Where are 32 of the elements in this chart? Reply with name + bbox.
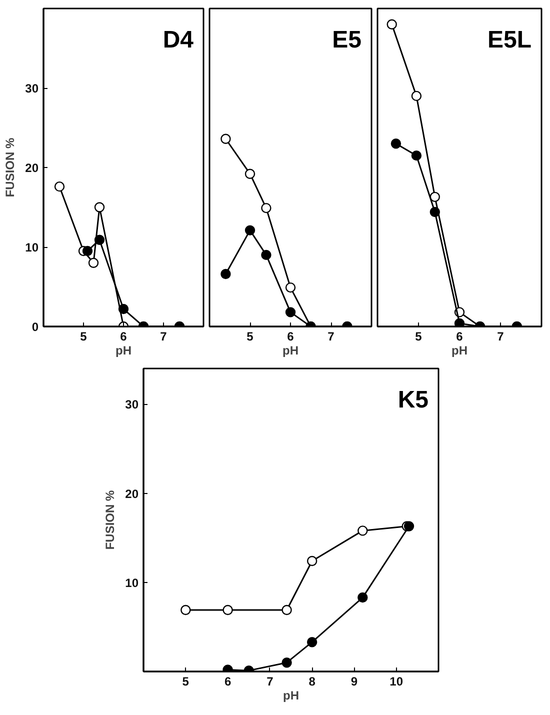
y-axis-title: FUSION % — [3, 138, 18, 198]
x-axis-title: pH — [116, 344, 132, 358]
x-tick-label: 10 — [390, 674, 404, 688]
text: E5 — [332, 26, 362, 54]
x-tick-label: 5 — [246, 330, 254, 344]
x-tick-label: 5 — [182, 674, 190, 688]
x-axis-title: pH — [282, 344, 298, 358]
x-tick-label: 6 — [287, 330, 294, 344]
y-tick-label: 20 — [25, 161, 39, 175]
x-axis-title: pH — [283, 688, 299, 702]
x-tick-label: 6 — [120, 330, 128, 344]
x-tick-label: 7 — [328, 330, 335, 344]
x-tick-label: 6 — [456, 330, 464, 344]
y-tick-label: 30 — [125, 398, 139, 412]
y-tick-label: 0 — [32, 320, 39, 334]
y-axis-title: FUSION % — [103, 490, 118, 550]
y-tick-label: 30 — [25, 82, 39, 96]
text: E5L — [487, 26, 532, 54]
x-tick-label: 5 — [415, 330, 422, 344]
x-tick-label: 7 — [497, 330, 504, 344]
x-tick-label: 7 — [160, 330, 168, 344]
y-tick-label: 10 — [125, 576, 139, 590]
x-tick-label: 6 — [224, 674, 232, 688]
x-tick-label: 9 — [350, 674, 358, 688]
y-tick-label: 20 — [125, 486, 139, 501]
x-tick-label: 5 — [80, 330, 88, 344]
text: D4 — [162, 26, 194, 54]
text: K5 — [398, 386, 429, 414]
x-tick-label: 8 — [308, 674, 316, 688]
y-tick-label: 10 — [25, 240, 39, 254]
x-tick-label: 7 — [266, 674, 274, 688]
x-axis-title: pH — [452, 344, 468, 358]
